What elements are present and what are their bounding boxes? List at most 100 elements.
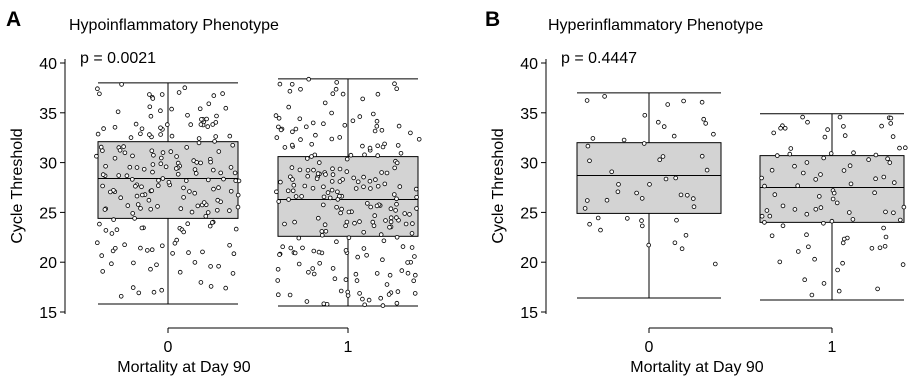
data-point: [842, 133, 848, 138]
data-point: [661, 124, 667, 129]
data-point: [227, 208, 232, 213]
data-point: [207, 223, 213, 229]
data-point: [409, 245, 415, 250]
data-point: [130, 211, 136, 216]
data-point: [409, 231, 415, 236]
data-point: [134, 193, 140, 199]
data-point: [615, 189, 621, 195]
data-point: [683, 233, 689, 238]
data-point: [378, 295, 384, 301]
data-point: [103, 228, 109, 233]
data-point: [159, 92, 165, 97]
data-point: [230, 143, 236, 148]
data-point: [840, 260, 845, 266]
y-tick-label: 35: [520, 106, 538, 123]
data-point: [672, 240, 678, 246]
data-point: [306, 76, 312, 82]
data-point: [380, 144, 386, 150]
data-point: [201, 200, 207, 205]
data-point: [113, 246, 118, 251]
data-point: [374, 271, 380, 276]
data-point: [806, 244, 811, 250]
data-point: [769, 167, 775, 173]
data-point: [146, 197, 152, 203]
data-point: [235, 204, 241, 210]
data-point: [787, 151, 793, 157]
data-point: [160, 176, 166, 181]
data-point: [604, 197, 610, 203]
data-point: [595, 215, 601, 221]
data-point: [220, 91, 225, 96]
data-point: [373, 177, 378, 182]
data-point: [348, 152, 354, 158]
data-point: [133, 184, 138, 189]
data-point: [585, 143, 591, 149]
data-point: [647, 182, 652, 187]
data-point: [286, 197, 291, 202]
data-point: [804, 232, 809, 238]
data-point: [582, 206, 588, 211]
data-point: [383, 218, 388, 223]
data-point: [298, 87, 303, 92]
data-point: [393, 208, 398, 213]
data-point: [872, 190, 877, 196]
data-point: [802, 277, 807, 283]
data-point: [879, 123, 884, 129]
data-point: [395, 289, 401, 294]
data-point: [809, 292, 815, 298]
data-point: [158, 132, 163, 137]
y-tick-label: 25: [520, 205, 538, 222]
data-point: [360, 143, 365, 149]
data-point: [293, 194, 299, 199]
data-point: [329, 110, 334, 116]
data-point: [198, 122, 204, 127]
x-tick-label: 0: [164, 339, 173, 356]
data-point: [792, 207, 798, 212]
data-point: [155, 204, 160, 209]
data-point: [215, 197, 221, 203]
data-point: [108, 189, 113, 195]
data-point: [353, 271, 359, 277]
data-point: [95, 86, 100, 91]
data-point: [184, 145, 190, 150]
data-point: [375, 143, 381, 149]
data-point: [199, 117, 204, 122]
data-point: [405, 270, 411, 276]
data-point: [361, 230, 367, 235]
data-point: [97, 91, 102, 97]
data-point: [701, 116, 706, 122]
data-point: [616, 182, 621, 187]
data-point: [274, 189, 279, 195]
data-point: [587, 158, 592, 164]
panel-b: B Hyperinflammatory Phenotype p = 0.4447…: [485, 8, 908, 376]
data-point: [805, 119, 810, 125]
data-point: [361, 174, 366, 180]
data-point: [121, 144, 126, 149]
panel-a: A Hypoinflammatory Phenotype p = 0.0021 …: [6, 8, 422, 376]
data-point: [800, 170, 806, 176]
data-point: [372, 213, 378, 218]
data-point: [101, 126, 106, 131]
data-point: [403, 221, 409, 227]
data-point: [334, 205, 339, 210]
data-point: [192, 260, 198, 265]
data-point: [846, 210, 852, 215]
data-point: [414, 195, 419, 200]
data-point: [124, 173, 130, 179]
data-point: [822, 134, 828, 140]
data-point: [673, 175, 678, 181]
data-point: [388, 206, 394, 212]
data-point: [370, 111, 376, 117]
data-point: [364, 253, 369, 258]
data-point: [184, 178, 189, 183]
data-point: [291, 182, 297, 188]
data-point: [214, 113, 219, 119]
data-point: [379, 128, 385, 133]
data-point: [172, 241, 178, 246]
data-point: [412, 291, 418, 296]
data-point: [361, 246, 367, 251]
data-point: [368, 186, 373, 191]
data-point: [210, 122, 216, 127]
data-point: [343, 248, 349, 253]
data-point: [100, 269, 105, 274]
